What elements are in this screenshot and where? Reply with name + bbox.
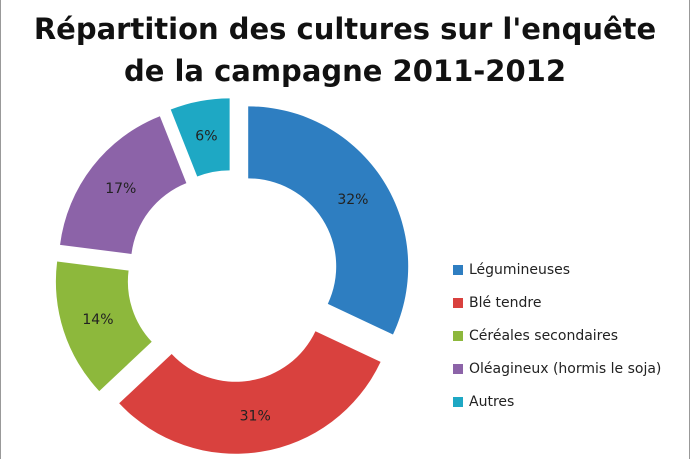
donut-slice xyxy=(170,98,230,177)
legend-label: Blé tendre xyxy=(469,295,541,311)
legend-label: Légumineuses xyxy=(469,262,570,278)
legend-swatch xyxy=(453,265,463,275)
legend-label: Céréales secondaires xyxy=(469,328,618,344)
data-label: 6% xyxy=(195,129,217,145)
data-label: 14% xyxy=(82,312,113,328)
donut-slice xyxy=(55,261,152,392)
data-label: 32% xyxy=(337,192,368,208)
data-label: 31% xyxy=(240,408,271,424)
donut-slice xyxy=(119,331,381,454)
legend-label: Autres xyxy=(469,394,514,410)
data-label: 17% xyxy=(105,181,136,197)
donut-slice xyxy=(248,106,409,335)
chart-title: Répartition des cultures sur l'enquête d… xyxy=(33,12,657,88)
legend-swatch xyxy=(453,298,463,308)
legend-swatch xyxy=(453,331,463,341)
legend-swatch xyxy=(453,397,463,407)
donut-slice xyxy=(60,116,187,254)
legend-label: Oléagineux (hormis le soja) xyxy=(469,361,661,377)
legend-swatch xyxy=(453,364,463,374)
